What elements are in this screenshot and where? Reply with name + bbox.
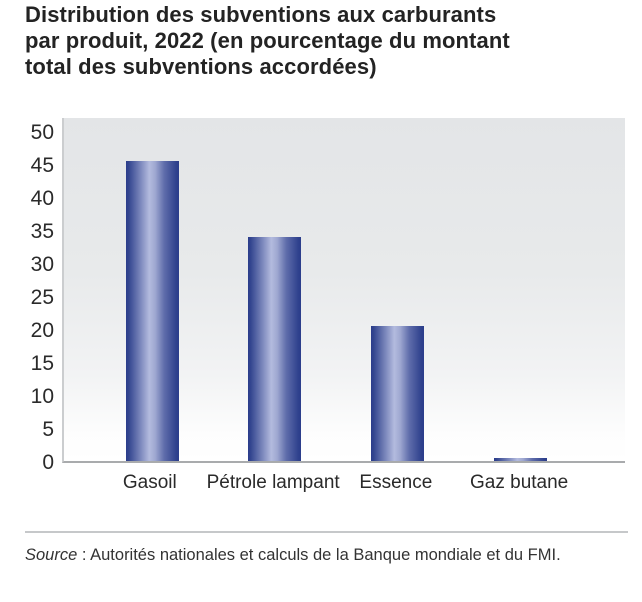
y-tick-45: 45	[30, 154, 54, 177]
bar-essence	[370, 325, 424, 461]
y-axis-ticks: 0 5 10 15 20 25 30 35 40 45 50	[0, 118, 54, 474]
x-category-label: Gaz butane	[470, 472, 569, 493]
source-label: Source	[25, 546, 78, 564]
x-category-label: Essence	[359, 472, 433, 493]
plot-area	[62, 118, 625, 463]
bar-gaz-butane	[493, 457, 547, 461]
y-tick-40: 40	[30, 187, 54, 210]
source-text: : Autorités nationales et calculs de la …	[77, 546, 561, 564]
y-tick-30: 30	[30, 253, 54, 276]
bar-pétrole-lampant	[248, 236, 302, 461]
x-category-label: Gasoil	[122, 472, 177, 493]
source-divider	[25, 531, 628, 533]
y-tick-15: 15	[30, 352, 54, 375]
x-category-label: Pétrole lampant	[206, 472, 340, 493]
bar-gasoil	[125, 160, 179, 461]
chart-title: Distribution des subventions aux carbura…	[25, 2, 510, 79]
y-tick-35: 35	[30, 220, 54, 243]
y-tick-10: 10	[30, 385, 54, 408]
y-tick-50: 50	[30, 121, 54, 144]
source-note: Source : Autorités nationales et calculs…	[25, 543, 610, 567]
y-tick-25: 25	[30, 286, 54, 309]
y-tick-20: 20	[30, 319, 54, 342]
y-tick-0: 0	[42, 451, 54, 474]
x-axis-category-labels: Gasoil Pétrole lampant Essence Gaz butane	[62, 472, 625, 496]
y-tick-5: 5	[42, 418, 54, 441]
